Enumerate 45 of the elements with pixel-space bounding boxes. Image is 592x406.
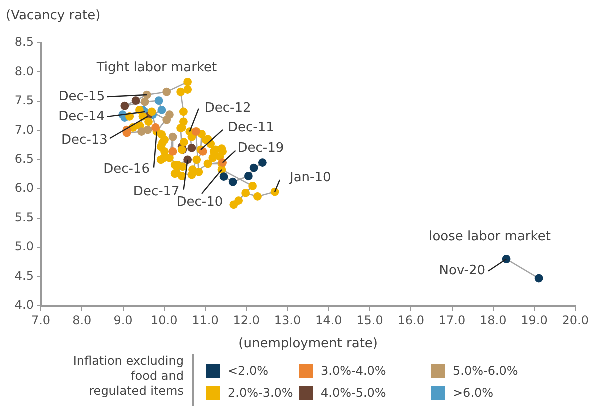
legend-label: 5.0%-6.0% [453, 364, 518, 378]
legend-title: Inflation excluding food and regulated items [0, 354, 194, 406]
y-tick-label: 6.0 [14, 181, 34, 196]
annotation: Dec-19 [238, 141, 284, 156]
x-tick-label: 11.0 [192, 313, 219, 328]
x-tick-label: 15.0 [356, 313, 384, 328]
legend-label: 2.0%-3.0% [228, 386, 294, 400]
x-tick-label: 7.0 [31, 313, 51, 328]
x-axis-title: (unemployment rate) [238, 336, 378, 352]
x-tick-label: 10.0 [151, 313, 178, 328]
y-tick-label: 5.0 [14, 240, 34, 254]
y-tick-label: 7.5 [14, 94, 34, 108]
annotation: Dec-11 [228, 120, 274, 136]
annotation: Tight labor market [96, 60, 218, 76]
y-tick-label: 6.5 [14, 152, 34, 166]
x-tick-label: 16.0 [398, 313, 424, 328]
y-tick-label: 5.5 [14, 210, 34, 224]
annotation: loose labor market [429, 229, 551, 244]
y-tick-label: 4.5 [14, 268, 34, 283]
x-tick-label: 20.0 [562, 313, 589, 328]
legend-label: <2.0% [228, 364, 269, 378]
y-tick-label: 8.5 [14, 35, 34, 50]
legend-label: 3.0%-4.0% [321, 364, 386, 378]
legend-label: 4.0%-5.0% [321, 386, 386, 400]
x-tick-label: 9.0 [114, 313, 133, 328]
x-tick-label: 8.0 [72, 313, 92, 328]
legend-label: >6.0% [453, 386, 494, 400]
annotation: Dec-13 [62, 133, 108, 148]
x-tick-label: 17.0 [438, 313, 466, 328]
x-tick-label: 13.0 [274, 313, 302, 328]
annotation: Dec-14 [58, 109, 106, 124]
x-tick-label: 14.0 [316, 313, 342, 328]
y-tick-label: 4.0 [14, 298, 34, 312]
x-tick-label: 12.0 [233, 313, 260, 328]
annotation: Nov-20 [439, 264, 486, 279]
annotation: Dec-16 [104, 162, 150, 178]
x-tick-label: 19.0 [521, 313, 548, 328]
y-tick-label: 8.0 [14, 64, 34, 78]
y-tick-label: 7.0 [14, 122, 34, 137]
annotation: Dec-15 [58, 89, 106, 104]
annotation: Dec-12 [204, 101, 252, 116]
annotation: Dec-10 [176, 195, 224, 210]
y-axis-title: (Vacancy rate) [6, 8, 101, 24]
annotation: Jan-10 [289, 170, 332, 186]
x-tick-label: 18.0 [480, 313, 507, 328]
